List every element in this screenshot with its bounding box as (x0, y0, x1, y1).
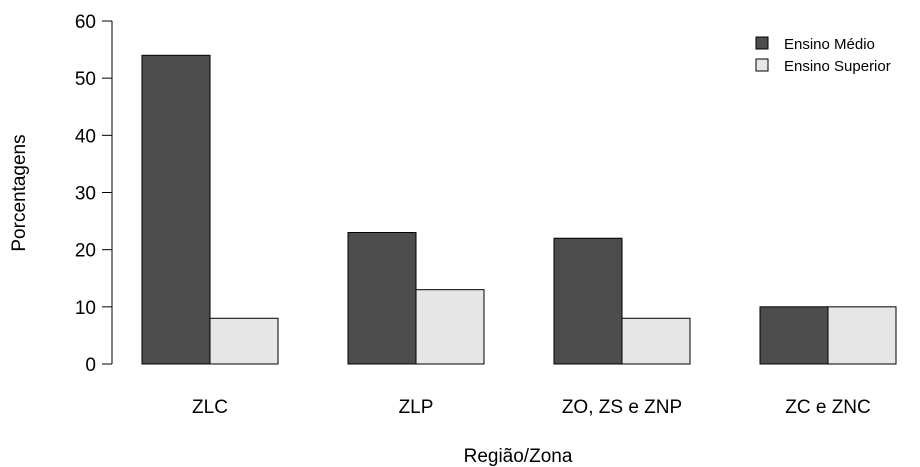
y-tick-label: 20 (75, 241, 96, 262)
x-tick-label: ZO, ZS e ZNP (562, 397, 682, 418)
y-tick-label: 50 (75, 69, 96, 90)
legend: Ensino Médio Ensino Superior (755, 36, 891, 75)
bar (759, 306, 829, 365)
x-axis-title: Região/Zona (464, 446, 573, 467)
y-tick-label: 10 (75, 298, 96, 319)
x-tick-label: ZLP (399, 397, 434, 418)
legend-label: Ensino Médio (784, 36, 875, 53)
bars (141, 54, 897, 365)
bar (827, 306, 897, 365)
bar (209, 317, 279, 365)
y-axis: 0 10 20 30 40 50 60 (75, 12, 113, 376)
y-axis-title: Porcentagens (9, 134, 30, 251)
x-tick-label: ZC e ZNC (785, 397, 871, 418)
x-axis-labels: ZLC ZLP ZO, ZS e ZNP ZC e ZNC (192, 397, 871, 418)
y-tick-label: 40 (75, 126, 96, 147)
bar (553, 237, 623, 365)
legend-label: Ensino Superior (784, 58, 891, 75)
y-tick-label: 60 (75, 12, 96, 33)
x-tick-label: ZLC (192, 397, 228, 418)
bar (347, 232, 417, 365)
bar (621, 317, 691, 365)
bar (141, 54, 211, 365)
y-tick-label: 30 (75, 184, 96, 205)
y-tick-label: 0 (85, 355, 96, 376)
bar (415, 289, 485, 365)
legend-swatch (755, 58, 769, 72)
legend-swatch (755, 36, 769, 50)
